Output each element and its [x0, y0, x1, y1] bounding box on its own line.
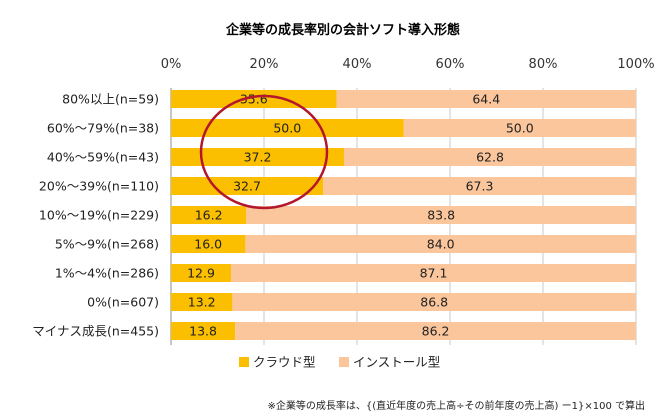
bar-install	[230, 264, 637, 282]
data-label: 67.3	[466, 179, 494, 194]
data-label: 13.2	[188, 295, 216, 310]
x-tick-label: 0%	[161, 57, 182, 72]
bar-install	[323, 177, 636, 195]
data-label: 16.0	[194, 237, 222, 252]
data-label: 12.9	[187, 266, 215, 281]
data-label: 86.8	[420, 295, 448, 310]
data-label: 16.2	[195, 208, 223, 223]
bar-install	[232, 293, 636, 311]
data-label: 50.0	[273, 121, 301, 136]
bar-cloud	[171, 206, 247, 224]
bar-install	[245, 235, 636, 253]
data-label: 83.8	[427, 208, 455, 223]
data-label: 87.1	[420, 266, 448, 281]
data-label: 13.8	[189, 324, 217, 339]
bar-install	[246, 206, 636, 224]
category-label: 60%～79%(n=38)	[47, 121, 159, 136]
bar-cloud	[171, 235, 246, 253]
category-label: 80%以上(n=59)	[62, 92, 159, 107]
data-label: 86.2	[422, 324, 450, 339]
legend-swatch-cloud	[239, 357, 249, 367]
footnote: ※企業等の成長率は、{(直近年度の売上高÷その前年度の売上高) ー1}×100 …	[268, 399, 645, 412]
x-tick-label: 60%	[436, 57, 465, 72]
data-label: 32.7	[233, 179, 261, 194]
data-label: 37.2	[244, 150, 272, 165]
data-label: 50.0	[506, 121, 534, 136]
data-labels: 35.6 64.450.0 50.037.2 62.832.7 67.316.2 83.8…	[187, 92, 534, 339]
highlight-ellipse	[199, 94, 329, 210]
data-label: 62.8	[476, 150, 504, 165]
bar-cloud	[171, 119, 404, 137]
bar-cloud	[171, 264, 231, 282]
x-tick-label: 100%	[617, 57, 654, 72]
legend-label-install: インストール型	[353, 355, 440, 370]
bar-cloud	[171, 293, 233, 311]
highlight-annotation	[199, 94, 329, 210]
category-labels: 80%以上(n=59) 60%～79%(n=38) 40%～59%(n=43) 20%…	[32, 92, 159, 339]
bar-install	[403, 119, 636, 137]
category-label: 20%～39%(n=110)	[39, 179, 159, 194]
x-tick-label: 80%	[529, 57, 558, 72]
legend: クラウド型 インストール型	[239, 355, 440, 370]
bar-install	[336, 90, 636, 108]
bar-install	[343, 148, 636, 166]
legend-label-cloud: クラウド型	[253, 355, 316, 370]
bar-cloud	[171, 322, 236, 340]
x-tick-label: 40%	[343, 57, 372, 72]
category-label: 10%～19%(n=229)	[39, 208, 159, 223]
data-label: 64.4	[472, 92, 500, 107]
x-tick-label: 20%	[250, 57, 279, 72]
bar-install	[235, 322, 637, 340]
data-label: 84.0	[427, 237, 455, 252]
bars	[171, 90, 637, 340]
category-label: マイナス成長(n=455)	[32, 324, 159, 339]
legend-swatch-install	[339, 357, 349, 367]
chart-title: 企業等の成長率別の会計ソフト導入形態	[225, 22, 460, 38]
category-label: 40%～59%(n=43)	[47, 150, 159, 165]
x-axis-ticks: 0% 20% 40% 60% 80% 100%	[161, 57, 655, 72]
bar-cloud	[171, 148, 344, 166]
category-label: 1%～4%(n=286)	[55, 266, 159, 281]
category-label: 0%(n=607)	[87, 295, 159, 310]
category-label: 5%～9%(n=268)	[55, 237, 159, 252]
